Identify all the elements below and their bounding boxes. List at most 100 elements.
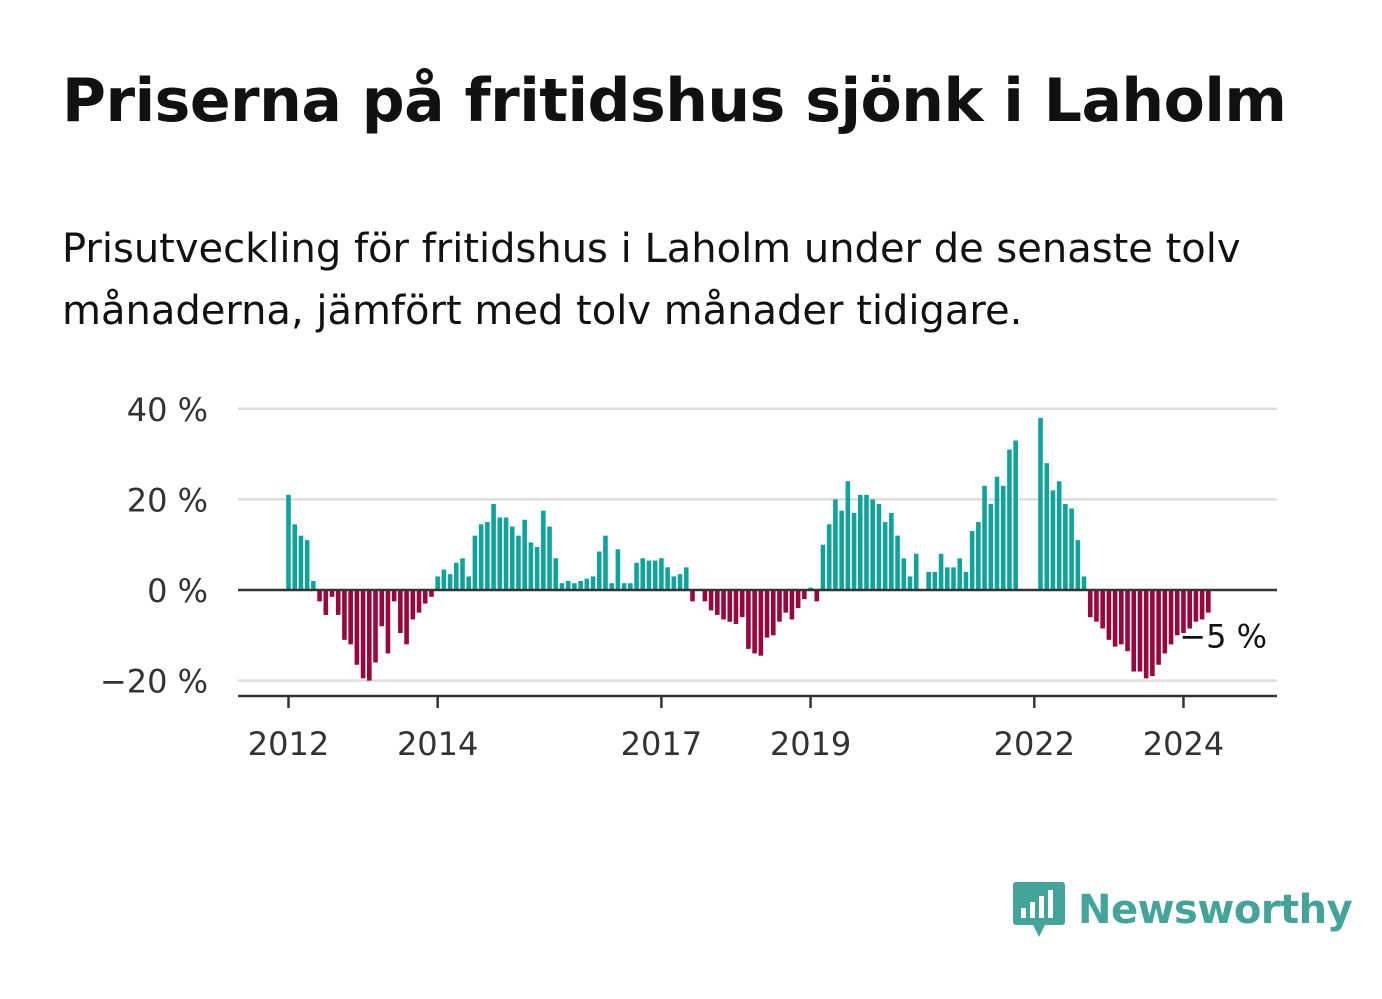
bar-negative [783, 590, 788, 613]
bar-negative [1112, 590, 1118, 647]
bar-positive [1000, 485, 1006, 590]
bar-positive [845, 481, 851, 590]
bar-negative [727, 590, 733, 622]
bar-positive [646, 560, 652, 590]
bar-negative [329, 590, 335, 597]
chart-subtitle: Prisutveckling för fritidshus i Laholm u… [62, 226, 1241, 334]
bar-positive [534, 546, 540, 590]
bar-positive [926, 571, 931, 590]
bar-negative [416, 590, 422, 613]
bar-negative [335, 590, 341, 615]
y-tick-label: −20 % [100, 663, 208, 701]
bar-positive [603, 535, 608, 590]
bar-positive [466, 576, 472, 590]
bar-positive [435, 576, 440, 590]
y-tick-label: 40 % [127, 391, 208, 429]
bar-negative [360, 590, 366, 679]
bar-negative [398, 590, 403, 634]
bar-positive [864, 494, 869, 590]
x-tick-label: 2017 [621, 725, 702, 763]
x-tick-label: 2019 [770, 725, 851, 763]
bar-positive [1075, 540, 1081, 590]
bar-positive [1081, 576, 1087, 590]
bar-positive [292, 524, 298, 590]
bar-negative [379, 590, 385, 627]
bar-positive [876, 503, 882, 590]
bar-positive [944, 567, 950, 590]
bar-positive [969, 531, 975, 590]
bar-positive [988, 503, 994, 590]
bar-negative [391, 590, 397, 602]
bar-positive [851, 512, 857, 590]
bar-positive [994, 476, 1000, 590]
bar-negative [373, 590, 378, 663]
bar-negative [385, 590, 391, 654]
bar-positive [889, 512, 894, 590]
bar-positive [882, 522, 888, 590]
bar-negative [1199, 590, 1205, 620]
x-tick-label: 2014 [397, 725, 478, 763]
bar-positive [596, 551, 602, 590]
bar-positive [590, 576, 596, 590]
bar-negative [342, 590, 347, 640]
bar-negative [348, 590, 353, 645]
bar-positive [976, 522, 981, 590]
bar-positive [1056, 481, 1062, 590]
bar-positive [304, 540, 310, 590]
bar-positive [615, 549, 621, 590]
bar-positive [503, 517, 509, 590]
bar-negative [422, 590, 428, 604]
chart-title: Priserna på fritidshus sjönk i Laholm [62, 66, 1287, 136]
bar-positive [820, 544, 826, 590]
bar-positive [584, 578, 590, 590]
bar-positive [677, 574, 683, 590]
bar-positive [913, 553, 919, 590]
bar-positive [497, 517, 503, 590]
bar-positive [1069, 508, 1074, 590]
bar-negative [721, 590, 726, 620]
bar-positive [286, 494, 291, 590]
bar-negative [1187, 590, 1192, 629]
bar-positive [553, 558, 559, 590]
bar-negative [1100, 590, 1105, 629]
bar-negative [323, 590, 329, 615]
bar-negative [1143, 590, 1149, 679]
bar-positive [870, 499, 876, 590]
bar-positive [491, 503, 496, 590]
bar-positive [839, 510, 844, 590]
bar-positive [957, 558, 963, 590]
bar-positive [472, 535, 478, 590]
bar-negative [1131, 590, 1137, 672]
bar-positive [634, 562, 639, 590]
bar-positive [628, 583, 633, 590]
bar-positive [311, 580, 316, 590]
bar-positive [826, 524, 832, 590]
bar-negative [702, 590, 708, 602]
bar-negative [764, 590, 770, 638]
bar-negative [777, 590, 782, 622]
bar-positive [547, 526, 552, 590]
bar-negative [690, 590, 695, 602]
bar-positive [932, 571, 938, 590]
bar-negative [1137, 590, 1143, 672]
bar-negative [795, 590, 801, 609]
bar-negative [802, 590, 807, 600]
bar-negative [1150, 590, 1155, 677]
last-value-label: −5 % [1179, 617, 1267, 655]
bar-positive [982, 485, 987, 590]
x-tick-label: 2022 [994, 725, 1075, 763]
bar-positive [963, 571, 969, 590]
bar-negative [789, 590, 795, 620]
bar-negative [1106, 590, 1112, 640]
bar-positive [559, 583, 565, 590]
bar-negative [814, 590, 820, 602]
y-tick-label: 20 % [127, 481, 208, 519]
bar-positive [683, 567, 689, 590]
bar-positive [572, 583, 577, 590]
bar-positive [528, 542, 534, 590]
bar-positive [640, 558, 646, 590]
bar-positive [907, 576, 913, 590]
bar-negative [739, 590, 745, 618]
bar-negative [1094, 590, 1099, 622]
bar-positive [1038, 417, 1043, 590]
